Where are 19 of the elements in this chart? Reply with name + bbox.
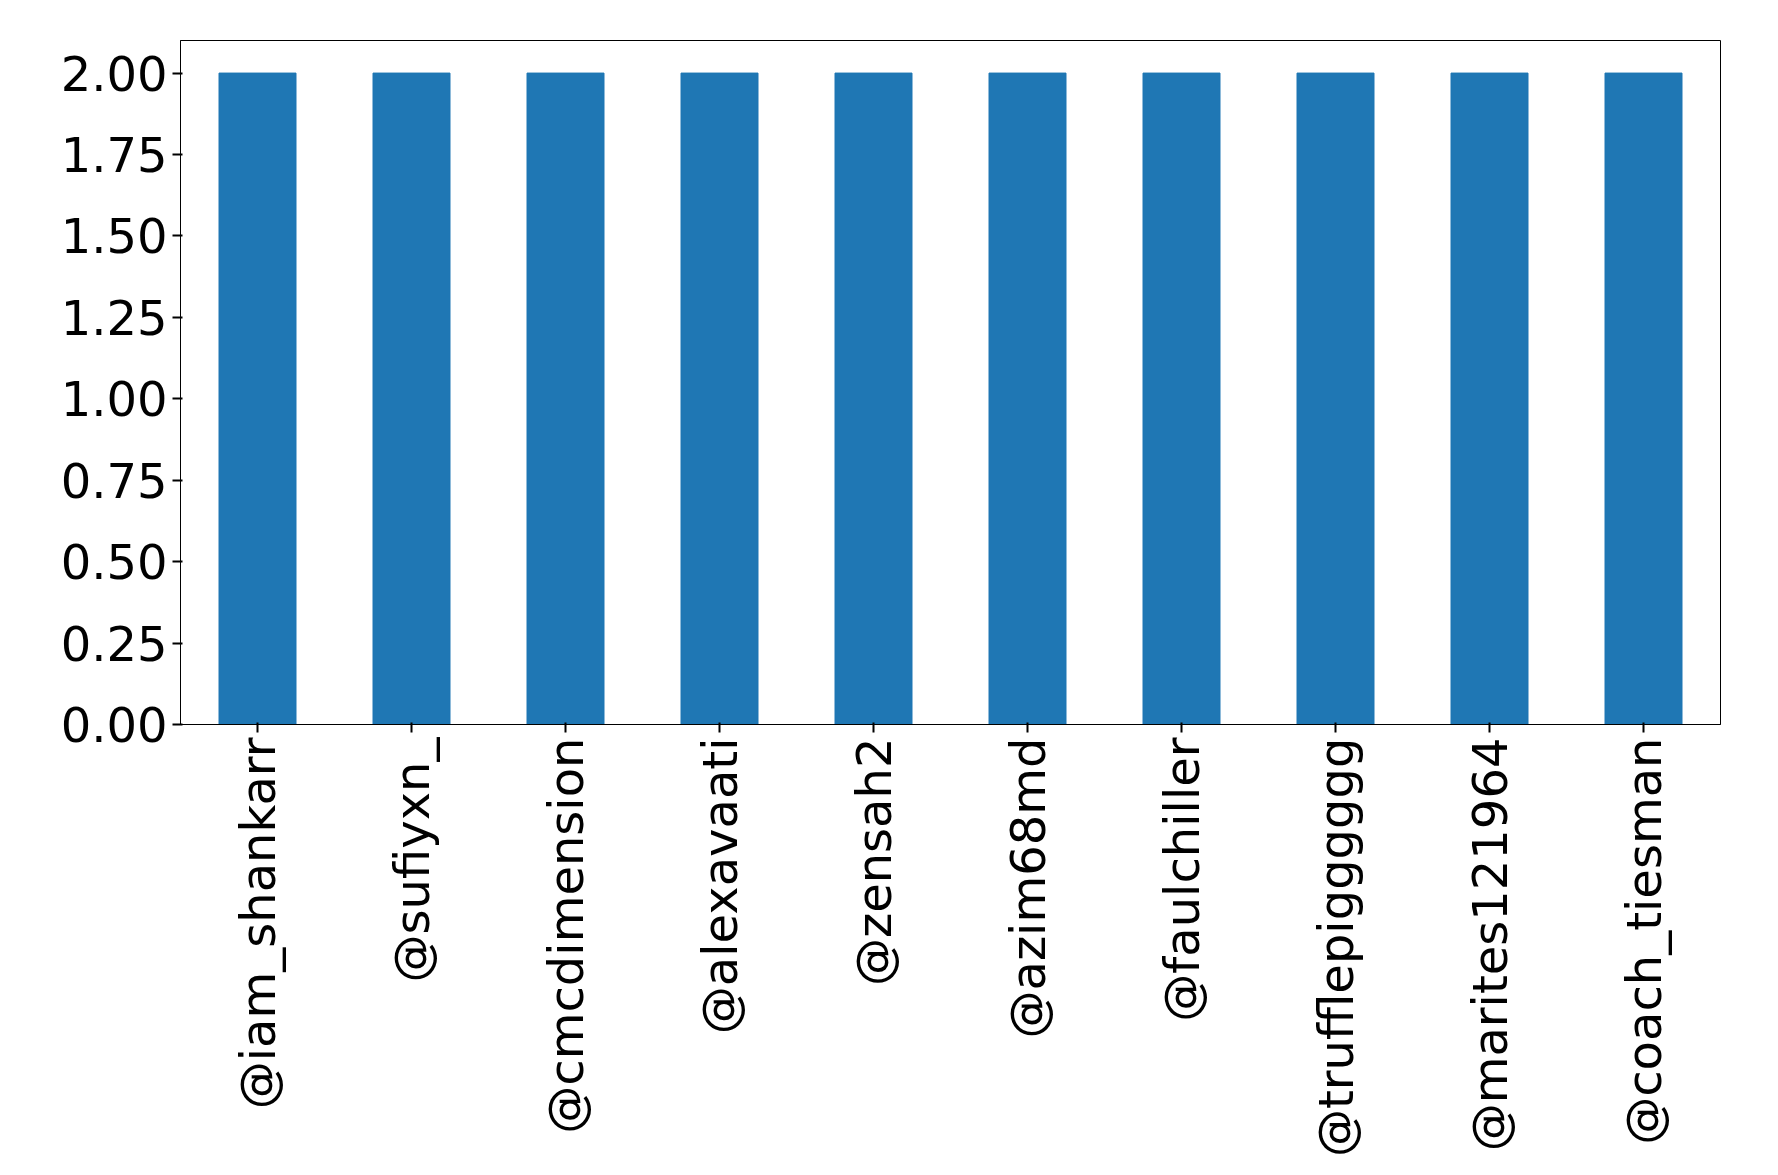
y-tick-label: 0.75	[60, 452, 168, 509]
y-tick-label: 0.50	[60, 534, 168, 591]
x-tick-label: @cmcdimension	[537, 737, 594, 1134]
x-tick-label: @trufflepigggggg	[1307, 737, 1364, 1158]
x-tick-label: @zensah2	[845, 737, 902, 987]
y-tick-label: 1.00	[60, 371, 168, 428]
y-tick-label: 0.00	[60, 697, 168, 753]
y-tick-label: 1.50	[60, 208, 168, 265]
x-tick-label: @alexavaati	[691, 737, 748, 1035]
y-tick-label: 1.25	[60, 289, 168, 346]
x-tick-label: @marites121964	[1461, 737, 1518, 1152]
y-tick-label: 1.75	[60, 127, 168, 183]
x-tick-label: @azim68md	[999, 737, 1056, 1039]
x-tick-label: @faulchiller	[1153, 737, 1210, 1022]
x-tick-label: @coach_tiesman	[1615, 737, 1672, 1145]
y-tick-label: 0.25	[60, 615, 168, 672]
y-tick-label: 2.00	[60, 45, 168, 102]
x-tick-label: @iam_shankarr	[229, 737, 286, 1110]
x-tick-label: @sufiyxn_	[383, 736, 440, 983]
